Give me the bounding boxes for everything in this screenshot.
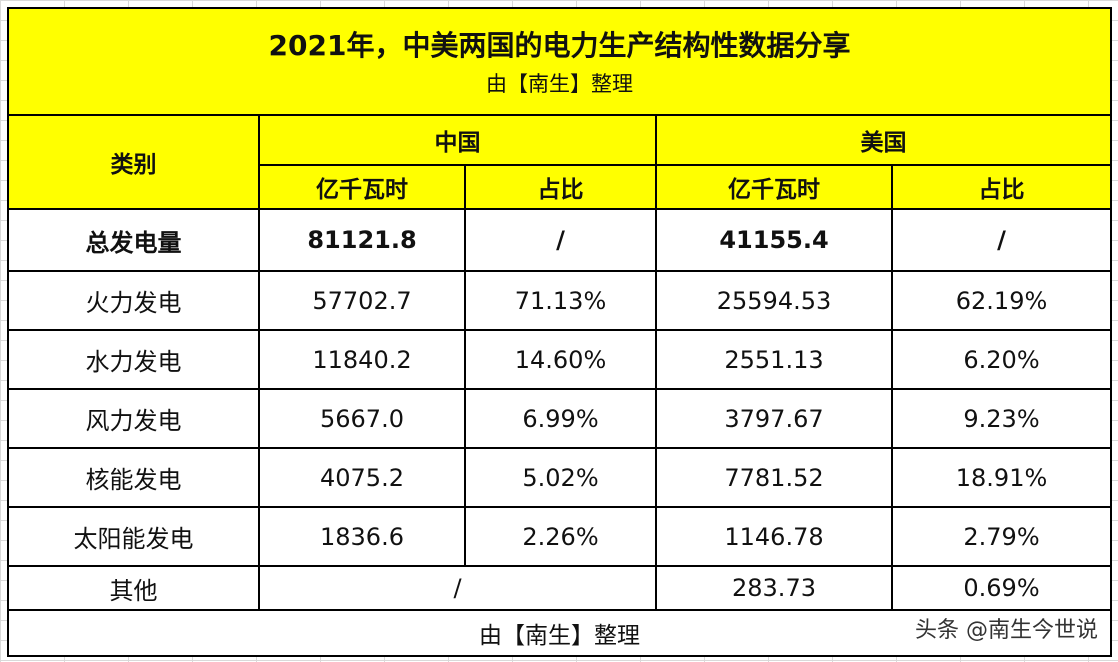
china-unit-header: 亿千瓦时 <box>258 164 466 210</box>
us-value-cell: 2551.13 <box>655 329 893 390</box>
table-row: 总发电量 81121.8 / 41155.4 / <box>7 208 1113 272</box>
us-share-cell: 18.91% <box>890 447 1113 508</box>
table-row: 火力发电 57702.7 71.13% 25594.53 62.19% <box>7 270 1113 331</box>
us-share-cell: / <box>890 208 1113 272</box>
cn-value-cell: 4075.2 <box>258 447 466 508</box>
table-title: 2021年，中美两国的电力生产结构性数据分享 <box>268 28 851 62</box>
power-structure-table: 2021年，中美两国的电力生产结构性数据分享 由【南生】整理 类别 中国 美国 … <box>6 7 1113 657</box>
title-cell: 2021年，中美两国的电力生产结构性数据分享 由【南生】整理 <box>6 7 1113 116</box>
cn-share-cell: 14.60% <box>464 329 657 390</box>
usa-header: 美国 <box>654 114 1113 166</box>
us-share-cell: 6.20% <box>890 329 1113 390</box>
cn-value-cell: 81121.8 <box>258 208 466 272</box>
us-share-cell: 2.79% <box>890 506 1113 567</box>
cn-value-cell: 5667.0 <box>258 388 466 449</box>
table-row: 风力发电 5667.0 6.99% 3797.67 9.23% <box>7 388 1113 449</box>
cn-share-cell: 2.26% <box>464 506 657 567</box>
footer-credit: 由【南生】整理 <box>6 609 1113 657</box>
cn-share-cell: 5.02% <box>464 447 657 508</box>
china-share-header: 占比 <box>464 164 657 210</box>
cn-merged-cell: / <box>258 565 657 611</box>
us-share-cell: 62.19% <box>890 270 1113 331</box>
watermark-text: 头条 @南生今世说 <box>915 618 1098 643</box>
row-label: 风力发电 <box>7 388 260 449</box>
china-header: 中国 <box>258 114 657 166</box>
cn-share-cell: 6.99% <box>464 388 657 449</box>
table-row: 核能发电 4075.2 5.02% 7781.52 18.91% <box>7 447 1113 508</box>
row-label: 太阳能发电 <box>7 506 260 567</box>
cn-share-cell: 71.13% <box>464 270 657 331</box>
table-row: 水力发电 11840.2 14.60% 2551.13 6.20% <box>7 329 1113 390</box>
us-value-cell: 3797.67 <box>655 388 893 449</box>
category-header: 类别 <box>7 114 260 210</box>
us-value-cell: 41155.4 <box>655 208 893 272</box>
table-subtitle: 由【南生】整理 <box>486 71 634 96</box>
row-label: 总发电量 <box>7 208 260 272</box>
row-label: 火力发电 <box>7 270 260 331</box>
usa-unit-header: 亿千瓦时 <box>655 164 893 210</box>
us-value-cell: 7781.52 <box>655 447 893 508</box>
us-value-cell: 25594.53 <box>655 270 893 331</box>
table-row: 太阳能发电 1836.6 2.26% 1146.78 2.79% <box>7 506 1113 567</box>
us-share-cell: 9.23% <box>890 388 1113 449</box>
usa-share-header: 占比 <box>890 164 1113 210</box>
row-label: 核能发电 <box>7 447 260 508</box>
cn-value-cell: 11840.2 <box>258 329 466 390</box>
cn-value-cell: 57702.7 <box>258 270 466 331</box>
row-label: 其他 <box>7 565 260 611</box>
us-value-cell: 1146.78 <box>655 506 893 567</box>
us-value-cell: 283.73 <box>655 565 893 611</box>
cn-value-cell: 1836.6 <box>258 506 466 567</box>
row-label: 水力发电 <box>7 329 260 390</box>
table-row-other: 其他 / 283.73 0.69% <box>7 565 1113 611</box>
us-share-cell: 0.69% <box>890 565 1113 611</box>
cn-share-cell: / <box>464 208 657 272</box>
